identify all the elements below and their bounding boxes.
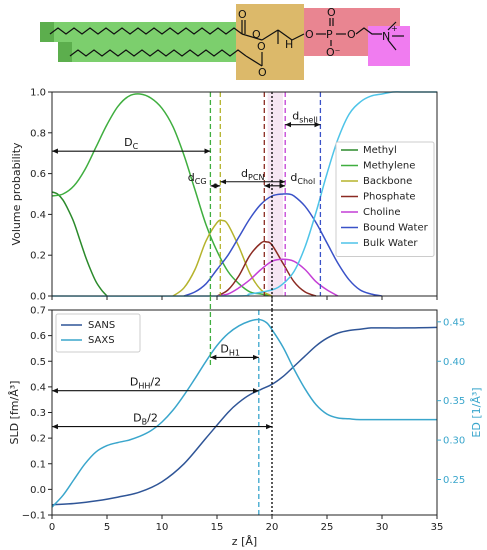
x-tick-label: 35 (431, 522, 444, 533)
dimension-c-label: DC (124, 136, 138, 151)
y-tick-label: 1.0 (30, 88, 46, 99)
legend-label: Bulk Water (363, 238, 418, 249)
series-line-choline (216, 258, 339, 297)
atom-label: O (238, 8, 247, 21)
methylene-region-2 (58, 42, 236, 62)
y-tick-label: 0.5 (30, 357, 46, 368)
series-line-bound-water (183, 193, 383, 297)
series-line-backbone (172, 219, 273, 297)
y-tick-label: 0.0 (30, 292, 46, 303)
methyl-region-1 (40, 22, 54, 42)
dimension-cg-label: dCG (188, 171, 207, 186)
dimension-pcn-label: dPCN (241, 167, 264, 182)
atom-label: O (258, 66, 267, 79)
y-tick-label: 0.2 (30, 251, 46, 262)
dimension-shell-label: dshell (292, 110, 318, 125)
dimension-hh-label: DHH/2 (130, 376, 161, 391)
x-tick-label: 30 (376, 522, 389, 533)
chain-upper (49, 27, 243, 35)
legend-label: Backbone (363, 176, 412, 187)
x-tick-label: 5 (104, 522, 110, 533)
legend-label: Choline (363, 207, 401, 218)
chain-lower (69, 49, 247, 57)
atom-label: O (257, 40, 266, 53)
atom-label: O⁻ (326, 46, 341, 59)
y-tick-label: 0.6 (30, 169, 46, 180)
legend-label: Methyl (363, 145, 397, 156)
y-tick-label: 0.0 (30, 485, 46, 496)
atom-label: + (391, 24, 398, 33)
series-line-methylene (51, 93, 273, 297)
y-tick-label: 0.8 (30, 128, 46, 139)
y-axis-label: Volume probability (10, 142, 23, 246)
y2-tick-label: 0.35 (443, 396, 465, 407)
y2-tick-label: 0.30 (443, 436, 465, 447)
y-tick-label: 0.4 (30, 210, 46, 221)
backbone-region (236, 4, 304, 80)
methyl-region-2 (58, 42, 72, 62)
legend-box (335, 141, 435, 257)
y2-tick-label: 0.45 (443, 317, 465, 328)
y-tick-label: 0.3 (30, 408, 46, 419)
series-line-sans (51, 326, 438, 506)
x-tick-label: 10 (156, 522, 169, 533)
y-tick-label: 0.4 (30, 382, 46, 393)
x-tick-label: 15 (211, 522, 224, 533)
dimension-b-label: DB/2 (133, 412, 158, 427)
dimension-chol-label: dChol (290, 171, 315, 186)
legend-box (55, 313, 141, 353)
y-tick-label: 0.1 (30, 459, 46, 470)
atom-label: O (347, 28, 356, 41)
plot-frame (51, 91, 438, 297)
atom-label: H (285, 38, 293, 51)
x-tick-label: 25 (321, 522, 334, 533)
atom-label: O (252, 28, 261, 41)
methylene-region (40, 22, 262, 42)
legend-label: SANS (88, 320, 115, 331)
y-tick-label: −0.1 (22, 511, 46, 522)
y-tick-label: 0.7 (30, 306, 46, 317)
atom-label: P (326, 28, 333, 41)
legend-label: Bound Water (363, 223, 429, 234)
x-axis-label: z [Å] (232, 535, 257, 548)
sld-ed-panel: DH1 DHH/2 DB/2 0 5 10 15 20 25 30 35 −0.1 0.0 0.1 0.2 0… (8, 296, 483, 548)
lipid-structure-diagram: O O O O H O P O O O⁻ N + (40, 4, 410, 80)
y2-tick-label: 0.40 (443, 357, 465, 368)
y-tick-label: 0.2 (30, 434, 46, 445)
legend-label: SAXS (88, 335, 115, 346)
series-line-saxs (51, 318, 437, 508)
atom-label: O (327, 6, 336, 19)
atom-label: N (382, 30, 390, 43)
dimension-h1-label: DH1 (220, 342, 240, 357)
choline-region (368, 26, 410, 66)
legend-label: Phosphate (363, 192, 416, 203)
series-line-phosphate (216, 240, 317, 297)
legend-label: Methylene (363, 161, 415, 172)
y2-tick-label: 0.25 (443, 475, 465, 486)
atom-label: O (305, 28, 314, 41)
y2-axis-label: ED [1/Å³] (470, 387, 483, 437)
x-tick-label: 0 (49, 522, 55, 533)
x-tick-label: 20 (266, 522, 279, 533)
volume-probability-panel: DC dPCN dCG dChol dshell 0.0 0.2 0.4 0.6 0.8 1.0 Vo… (10, 88, 438, 303)
series-line-bulk-water (51, 91, 437, 297)
series-line-methyl (51, 191, 108, 297)
y-axis-label: SLD [fm/Å³] (8, 381, 21, 445)
y-tick-label: 0.6 (30, 331, 46, 342)
